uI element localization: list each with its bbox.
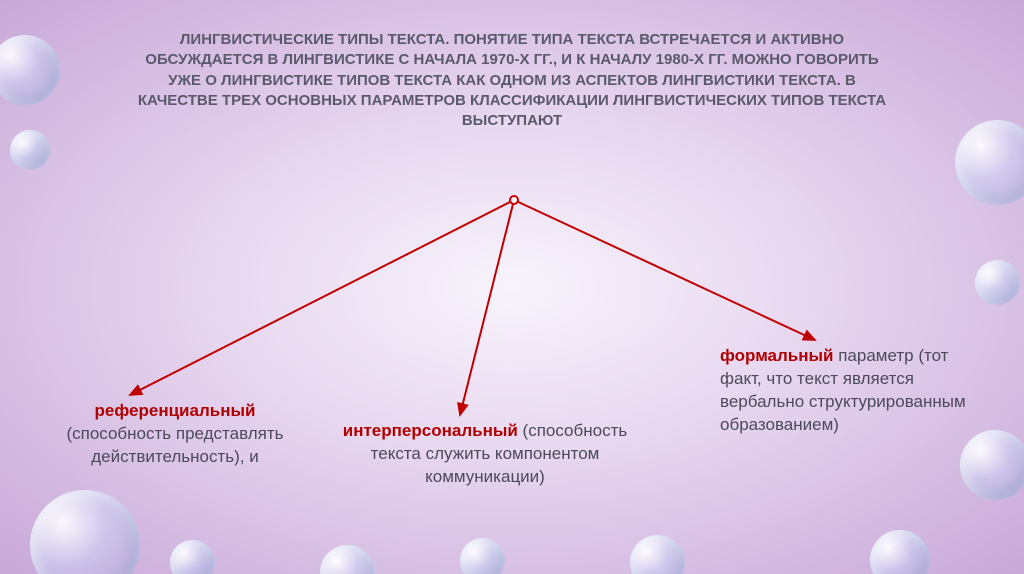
- bubble: [955, 120, 1024, 205]
- bubble: [975, 260, 1020, 305]
- center-node: [509, 195, 519, 205]
- bubble: [320, 545, 375, 574]
- branch-key: формальный: [720, 346, 834, 365]
- bubble: [460, 538, 505, 574]
- bubble: [30, 490, 140, 574]
- branch-formal: формальный параметр (тот факт, что текст…: [720, 345, 990, 437]
- bubble: [960, 430, 1024, 500]
- branch-rest: (способность представлять действительнос…: [66, 424, 283, 466]
- bubble: [0, 35, 60, 105]
- bubble: [870, 530, 930, 574]
- bubble: [170, 540, 215, 574]
- branch-interpersonal: интерперсональный (способность текста сл…: [340, 420, 630, 489]
- bubble: [630, 535, 685, 574]
- title-text: ЛИНГВИСТИЧЕСКИЕ ТИПЫ ТЕКСТА. ПОНЯТИЕ ТИП…: [130, 30, 894, 131]
- branch-key: интерперсональный: [343, 421, 518, 440]
- branch-key: референциальный: [95, 401, 256, 420]
- bubble: [10, 130, 50, 170]
- branch-referential: референциальный (способность представлят…: [60, 400, 290, 469]
